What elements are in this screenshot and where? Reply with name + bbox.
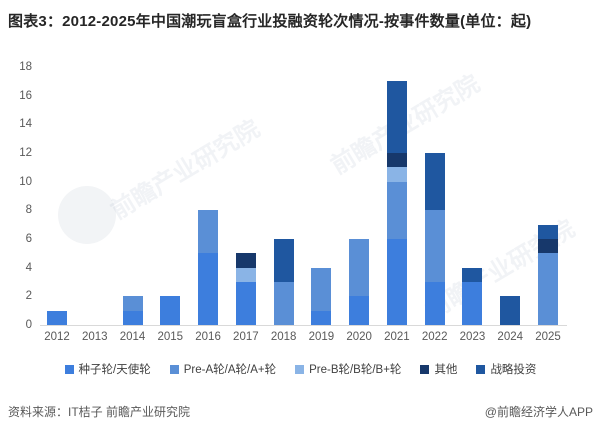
x-axis-label: 2022 bbox=[421, 331, 448, 343]
legend-label: 战略投资 bbox=[490, 364, 537, 376]
bar-segment-2022 bbox=[424, 153, 445, 211]
legend-item: 种子轮/天使轮 bbox=[64, 361, 151, 377]
bar-segment-2021 bbox=[386, 81, 407, 153]
bar-segment-2021 bbox=[386, 153, 407, 168]
source-row: 资料来源：IT桔子 前瞻产业研究院 @前瞻经济学人APP bbox=[8, 403, 593, 420]
legend-item: Pre-B轮/B轮/B+轮 bbox=[295, 361, 401, 377]
bar-segment-2019 bbox=[311, 310, 332, 325]
x-axis-label: 2018 bbox=[270, 331, 297, 343]
y-axis: 0 2 4 6 8 10 12 14 16 18 bbox=[0, 61, 36, 331]
x-axis-label: 2021 bbox=[384, 331, 410, 343]
bar-segment-2025 bbox=[538, 253, 558, 325]
x-axis-label: 2023 bbox=[459, 331, 486, 343]
legend-item: 其他 bbox=[420, 361, 457, 377]
bar-segment-2014 bbox=[122, 296, 143, 311]
y-tick-label: 16 bbox=[19, 89, 32, 102]
bar-segment-2022 bbox=[424, 282, 445, 325]
bar-segment-2023 bbox=[462, 282, 483, 325]
legend: 种子轮/天使轮 Pre-A轮/A轮/A+轮 Pre-B轮/B轮/B+轮 其他 战略投资 bbox=[0, 361, 601, 377]
y-tick-label: 12 bbox=[19, 147, 32, 159]
bar-segment-2015 bbox=[160, 296, 181, 325]
x-axis-label: 2015 bbox=[157, 331, 184, 343]
byline-text: @前瞻经济学人APP bbox=[484, 405, 593, 419]
x-axis-label: 2017 bbox=[233, 331, 259, 343]
legend-label: 其他 bbox=[434, 364, 458, 376]
y-tick-label: 18 bbox=[19, 61, 32, 73]
bar-segment-2025 bbox=[538, 239, 558, 254]
bar-segment-2020 bbox=[349, 239, 370, 297]
x-axis: 2012 2013 2014 2015 2016 2017 2018 2019 2020 2021… bbox=[40, 331, 567, 347]
legend-swatch bbox=[476, 364, 486, 374]
x-axis-label: 2025 bbox=[535, 331, 561, 343]
bar-segment-2022 bbox=[424, 210, 445, 282]
bar-segment-2020 bbox=[349, 296, 370, 325]
bar-segment-2019 bbox=[311, 267, 332, 311]
x-axis-label: 2024 bbox=[497, 331, 524, 343]
y-tick-label: 4 bbox=[25, 261, 32, 274]
y-tick-label: 14 bbox=[19, 118, 32, 131]
x-axis-label: 2016 bbox=[195, 331, 221, 343]
bar-segment-2014 bbox=[122, 310, 143, 325]
bar-segment-2023 bbox=[462, 267, 483, 282]
legend-label: 种子轮/天使轮 bbox=[78, 364, 151, 376]
y-tick-label: 6 bbox=[25, 233, 32, 245]
legend-label: Pre-B轮/B轮/B+轮 bbox=[309, 364, 402, 376]
bar-segment-2021 bbox=[386, 167, 407, 182]
bar-segment-2018 bbox=[273, 282, 294, 325]
legend-swatch bbox=[169, 364, 179, 374]
bar-segment-2025 bbox=[538, 224, 558, 239]
legend-item: Pre-A轮/A轮/A+轮 bbox=[169, 361, 277, 377]
bar-segment-2017 bbox=[235, 282, 256, 325]
legend-swatch bbox=[420, 364, 430, 374]
bar-segment-2017 bbox=[235, 253, 256, 268]
legend-swatch bbox=[295, 364, 305, 374]
bar-segment-2017 bbox=[235, 267, 256, 282]
plot-area bbox=[40, 67, 567, 326]
legend-item: 战略投资 bbox=[476, 361, 536, 377]
x-axis-label: 2013 bbox=[81, 331, 108, 343]
y-tick-label: 10 bbox=[19, 175, 32, 188]
x-axis-label: 2014 bbox=[119, 331, 146, 343]
bar-segment-2016 bbox=[198, 253, 219, 325]
y-tick-label: 2 bbox=[25, 290, 32, 303]
source-text: 资料来源：IT桔子 前瞻产业研究院 bbox=[8, 405, 190, 419]
bar-segment-2018 bbox=[273, 239, 294, 282]
chart-title: 图表3：2012-2025年中国潮玩盲盒行业投融资轮次情况-按事件数量(单位：起… bbox=[8, 13, 532, 30]
x-axis-label: 2019 bbox=[308, 331, 335, 343]
y-tick-label: 0 bbox=[25, 319, 32, 331]
legend-label: Pre-A轮/A轮/A+轮 bbox=[183, 364, 277, 376]
bar-segment-2012 bbox=[47, 310, 67, 325]
x-axis-label: 2020 bbox=[346, 331, 372, 343]
bar-segment-2024 bbox=[500, 296, 521, 325]
x-axis-label: 2012 bbox=[44, 331, 70, 343]
y-tick-label: 8 bbox=[25, 204, 32, 217]
bar-segment-2021 bbox=[386, 181, 407, 239]
bar-segment-2016 bbox=[198, 210, 219, 254]
legend-swatch bbox=[64, 364, 74, 374]
bar-segment-2021 bbox=[386, 239, 407, 325]
